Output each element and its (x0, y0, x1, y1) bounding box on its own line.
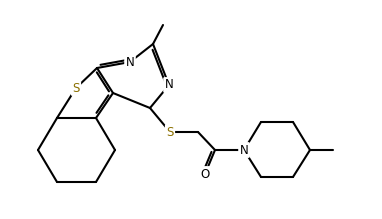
Text: N: N (240, 143, 248, 157)
Text: O: O (201, 168, 210, 180)
Text: S: S (72, 81, 80, 95)
Text: S: S (166, 125, 174, 138)
Text: N: N (165, 78, 173, 92)
Text: N: N (126, 55, 134, 69)
